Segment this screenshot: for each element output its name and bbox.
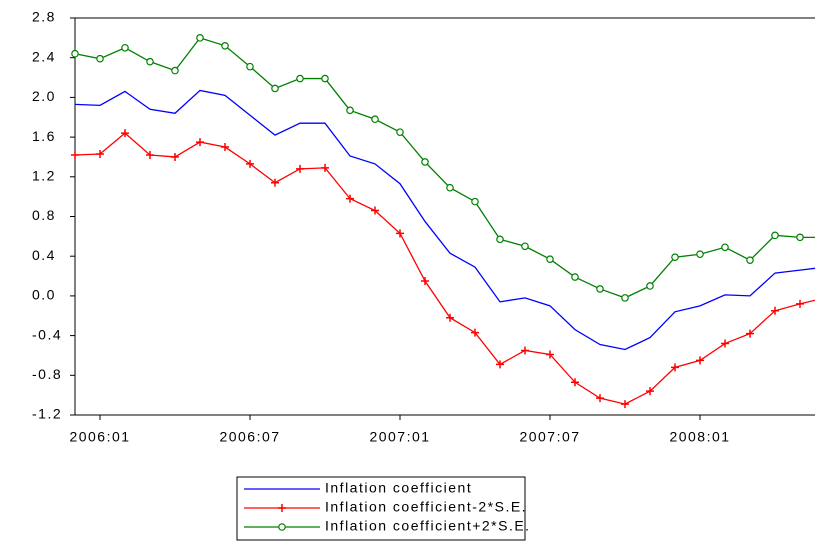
x-tick-label: 2007:07 <box>519 429 580 445</box>
marker <box>271 178 279 187</box>
legend-label: Inflation coefficient-2*S.E. <box>325 499 527 515</box>
x-tick-label: 2007:01 <box>369 429 430 445</box>
marker <box>546 255 554 263</box>
y-tick-label: 0.0 <box>32 287 56 303</box>
marker <box>146 57 154 66</box>
y-tick-label: 2.4 <box>32 48 56 64</box>
marker <box>646 387 654 396</box>
marker <box>96 149 104 158</box>
y-tick-label: 2.8 <box>32 9 56 25</box>
marker <box>396 128 404 136</box>
marker <box>521 346 529 355</box>
marker <box>746 329 754 338</box>
x-tick-label: 2006:07 <box>219 429 280 445</box>
y-tick-label: 0.4 <box>32 247 56 263</box>
x-tick-label: 2006:01 <box>69 429 130 445</box>
marker <box>371 206 379 215</box>
legend-label: Inflation coefficient <box>325 480 472 496</box>
marker <box>296 164 304 173</box>
marker <box>571 273 579 281</box>
marker <box>596 394 604 403</box>
marker <box>571 378 579 387</box>
series <box>74 89 815 351</box>
marker <box>646 282 654 290</box>
marker <box>421 158 429 166</box>
marker <box>796 299 804 308</box>
marker <box>146 150 154 159</box>
marker <box>446 183 454 192</box>
marker <box>621 294 629 302</box>
marker <box>171 66 179 75</box>
y-tick-label: 0.8 <box>32 207 56 223</box>
series <box>71 129 815 409</box>
marker <box>221 41 229 50</box>
marker <box>721 243 729 252</box>
series <box>71 34 815 302</box>
marker <box>546 350 554 359</box>
marker <box>71 49 79 58</box>
marker <box>246 159 254 168</box>
marker <box>721 339 729 348</box>
marker <box>471 197 479 206</box>
y-tick-label: -0.4 <box>32 326 62 342</box>
marker <box>771 231 779 240</box>
marker <box>771 306 779 315</box>
marker <box>196 34 204 42</box>
marker <box>471 328 479 337</box>
marker <box>346 194 354 203</box>
marker <box>696 356 704 365</box>
marker <box>446 313 454 322</box>
y-tick-label: 2.0 <box>32 88 56 104</box>
legend-marker <box>278 504 286 512</box>
y-tick-label: -0.8 <box>32 366 62 382</box>
marker <box>496 235 504 244</box>
marker <box>221 143 229 152</box>
marker <box>671 253 679 261</box>
y-tick-label: -1.2 <box>32 406 62 422</box>
marker <box>121 129 129 138</box>
marker <box>296 74 304 83</box>
marker <box>196 138 204 147</box>
legend-marker <box>278 523 286 531</box>
marker <box>596 285 604 293</box>
x-tick-label: 2008:01 <box>669 429 730 445</box>
marker <box>621 400 629 409</box>
marker <box>696 250 704 259</box>
line <box>74 37 815 299</box>
marker <box>321 74 329 83</box>
y-tick-label: 1.2 <box>32 168 56 184</box>
marker <box>121 43 129 52</box>
line <box>74 89 815 351</box>
marker <box>71 150 79 159</box>
marker <box>496 360 504 369</box>
marker <box>371 115 379 124</box>
marker <box>396 229 404 238</box>
marker <box>96 54 104 63</box>
line <box>74 132 815 405</box>
legend-label: Inflation coefficient+2*S.E. <box>325 518 531 534</box>
marker <box>796 233 804 242</box>
marker <box>246 62 254 71</box>
marker <box>521 242 529 251</box>
y-tick-label: 1.6 <box>32 128 56 144</box>
marker <box>346 106 354 115</box>
marker <box>321 163 329 172</box>
marker <box>421 277 429 286</box>
marker <box>271 84 279 93</box>
marker <box>171 152 179 161</box>
marker <box>746 256 754 264</box>
marker <box>671 363 679 372</box>
